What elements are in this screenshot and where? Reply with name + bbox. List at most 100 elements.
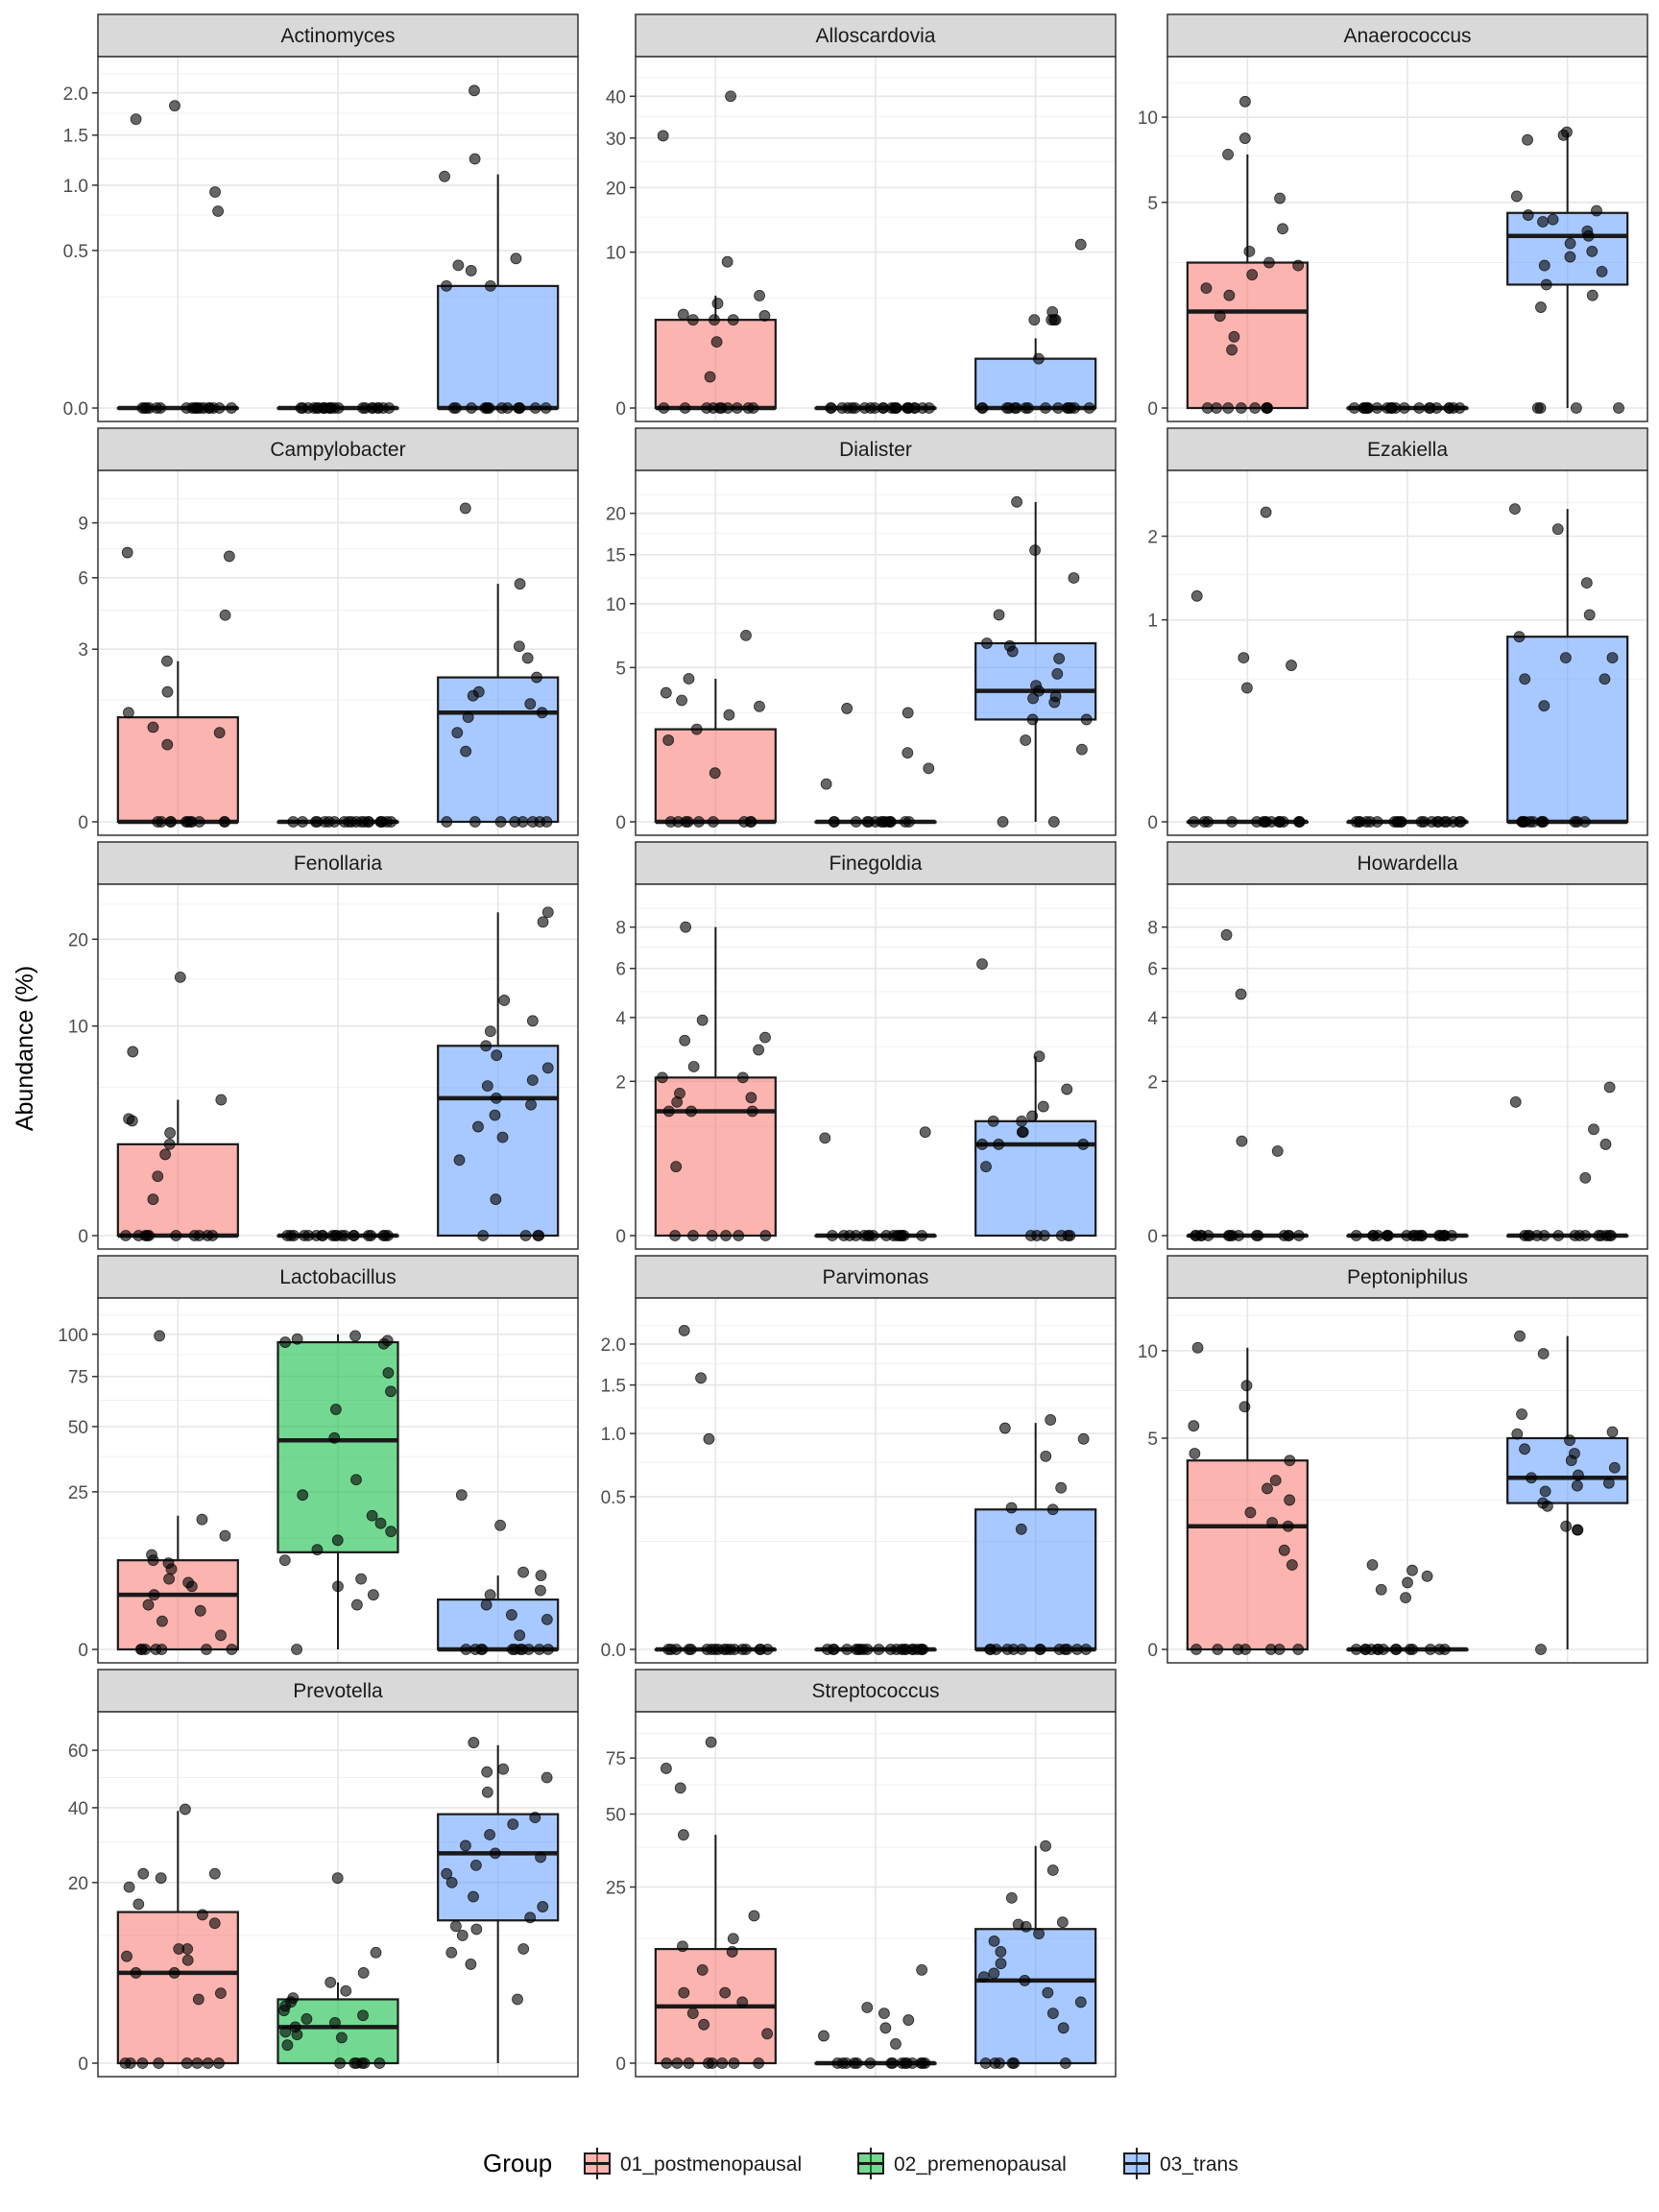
y-tick-label: 75 (606, 1749, 626, 1769)
data-point (1602, 1477, 1615, 1489)
data-point (148, 1589, 160, 1601)
data-point (683, 2057, 695, 2069)
y-tick-label: 8 (615, 919, 626, 939)
data-point (665, 1644, 677, 1655)
data-point (1284, 1494, 1296, 1506)
data-point (218, 816, 230, 828)
y-tick-label: 0.5 (601, 1488, 626, 1508)
data-point (1190, 589, 1203, 602)
data-point (740, 629, 752, 641)
data-point (517, 1644, 528, 1655)
data-point (180, 2057, 193, 2069)
data-point (1040, 402, 1051, 414)
data-point (459, 502, 471, 515)
data-point (1572, 1524, 1584, 1536)
data-point (723, 709, 735, 721)
data-point (692, 816, 705, 828)
data-point (481, 1080, 493, 1093)
data-point (1269, 1475, 1282, 1486)
data-point (1046, 1503, 1059, 1516)
data-point (721, 255, 733, 268)
data-point (685, 1105, 697, 1118)
data-point (1421, 1570, 1433, 1582)
facet-finegoldia: Finegoldia 0 2 4 6 8 (615, 841, 1117, 1250)
data-point (161, 655, 173, 667)
data-point (696, 1014, 709, 1026)
data-point (753, 2057, 765, 2069)
data-point (383, 402, 396, 414)
data-point (1293, 1230, 1305, 1241)
data-point (1191, 1341, 1204, 1354)
data-point (1033, 1050, 1046, 1063)
data-point (1581, 225, 1594, 237)
data-point (281, 2039, 294, 2052)
data-point (472, 685, 485, 698)
y-tick-label: 40 (68, 1799, 88, 1819)
data-point (1029, 544, 1041, 557)
data-point (902, 2014, 915, 2026)
box-group-1 (116, 971, 239, 1241)
data-point (156, 1644, 168, 1655)
data-point (687, 1061, 700, 1072)
y-tick-label: 0 (1147, 1641, 1158, 1661)
data-point (460, 1644, 472, 1655)
data-point (164, 816, 177, 828)
data-point (1511, 1428, 1524, 1440)
data-point (470, 1923, 483, 1936)
data-point (987, 1115, 999, 1127)
facet-lactobacillus: Lactobacillus 0 25 50 75 100 (58, 1255, 579, 1664)
data-point (357, 2009, 369, 2022)
data-point (1243, 245, 1256, 257)
facet-strip (97, 841, 579, 885)
legend-entry-1: 01_postmenopausal (584, 2148, 802, 2179)
data-point (988, 1935, 1000, 1947)
data-point (376, 816, 389, 828)
data-point (902, 747, 914, 759)
data-point (480, 1599, 493, 1611)
box-group-3 (437, 502, 560, 828)
data-point (1051, 667, 1064, 680)
data-point (758, 310, 771, 322)
y-tick-label: 1.0 (63, 177, 88, 197)
facet-strip (1166, 841, 1648, 885)
data-point (163, 1138, 176, 1150)
data-point (669, 1230, 681, 1241)
data-point (460, 745, 472, 757)
data-point (524, 1911, 537, 1924)
data-point (1273, 1644, 1286, 1655)
data-point (349, 2057, 361, 2069)
y-tick-label: 0 (615, 399, 626, 420)
data-point (1538, 1230, 1551, 1241)
data-point (1211, 402, 1222, 414)
y-tick-label: 10 (606, 244, 626, 264)
data-point (287, 816, 300, 828)
data-point (1057, 2022, 1070, 2034)
data-point (738, 816, 751, 828)
data-point (514, 578, 526, 590)
data-point (170, 1230, 182, 1241)
data-point (525, 1098, 537, 1111)
facet-strip (1166, 427, 1648, 471)
data-point (468, 1890, 479, 1903)
data-point (677, 308, 689, 321)
data-point (908, 402, 921, 414)
data-point (331, 1534, 344, 1547)
data-point (510, 252, 522, 265)
box-group-3 (437, 1737, 560, 2063)
data-point (707, 816, 719, 828)
data-point (1537, 216, 1549, 228)
data-point (1222, 402, 1235, 414)
data-point (136, 2057, 149, 2069)
data-point (529, 1812, 541, 1823)
data-point (827, 1230, 838, 1241)
data-point (698, 2018, 710, 2031)
data-point (1271, 1145, 1284, 1157)
data-point (690, 723, 703, 735)
data-point (366, 402, 378, 414)
data-point (995, 1946, 1007, 1958)
y-tick-label: 0 (78, 813, 88, 833)
data-point (976, 958, 988, 971)
data-point (1250, 1230, 1262, 1241)
data-point (670, 1161, 683, 1173)
y-tick-label: 4 (1147, 1009, 1158, 1029)
